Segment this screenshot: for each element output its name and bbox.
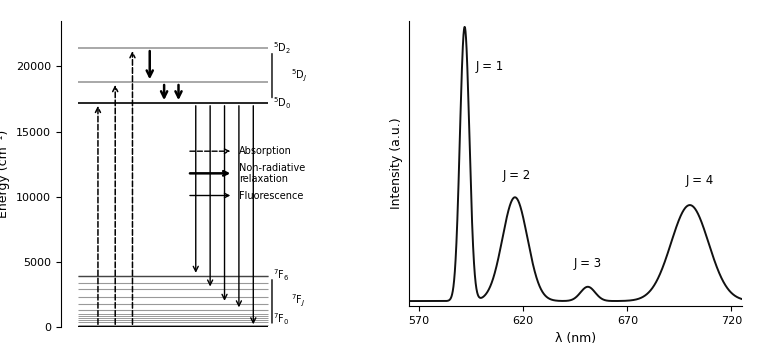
Text: J = 3: J = 3 [573, 257, 601, 270]
Text: $^5$D$_2$: $^5$D$_2$ [273, 40, 291, 56]
Text: $^7$F$_6$: $^7$F$_6$ [273, 268, 290, 283]
Text: $^7$F$_0$: $^7$F$_0$ [273, 311, 290, 327]
Text: J = 2: J = 2 [503, 169, 531, 182]
Text: Fluorescence: Fluorescence [239, 190, 304, 200]
Text: $^5$D$_0$: $^5$D$_0$ [273, 95, 291, 111]
X-axis label: λ (nm): λ (nm) [555, 332, 596, 345]
Text: Absorption: Absorption [239, 146, 291, 156]
Text: J = 4: J = 4 [686, 174, 714, 187]
Text: Non-radiative
relaxation: Non-radiative relaxation [239, 163, 305, 184]
Text: $^5$D$_J$: $^5$D$_J$ [291, 68, 307, 84]
Text: $^7$F$_J$: $^7$F$_J$ [291, 293, 305, 309]
Text: J = 1: J = 1 [475, 60, 503, 73]
Y-axis label: Intensity (a.u.): Intensity (a.u.) [390, 118, 403, 209]
Y-axis label: Energy (cm⁻¹): Energy (cm⁻¹) [0, 130, 10, 218]
